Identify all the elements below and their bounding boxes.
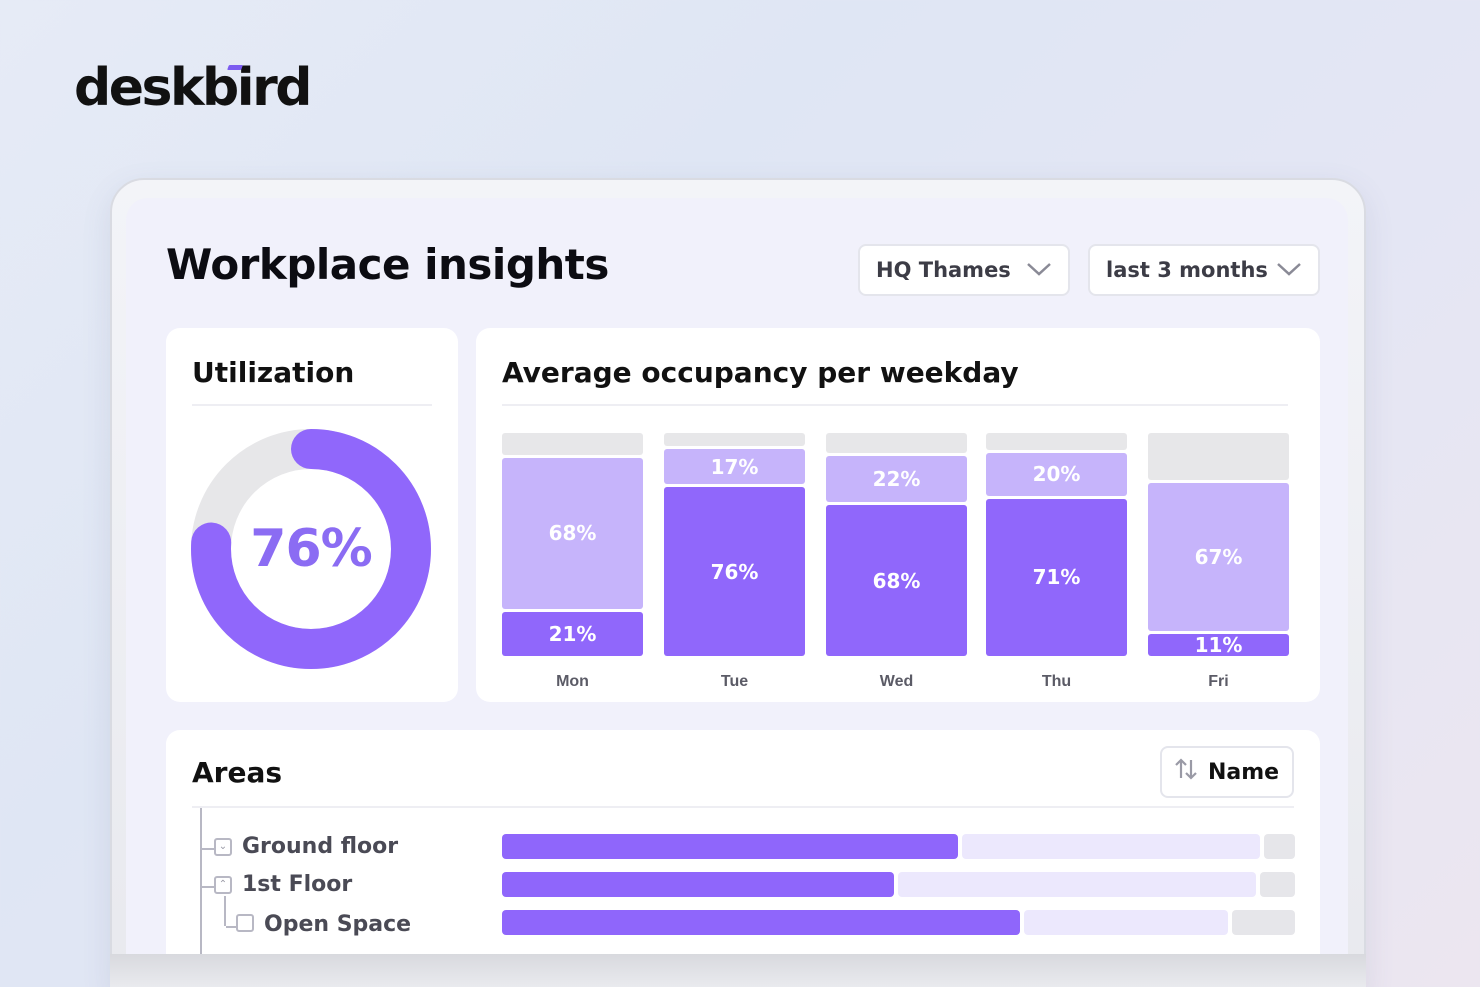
x-axis-tick-label: Mon <box>556 673 589 690</box>
utilization-donut <box>191 429 431 669</box>
app-screen: Workplace insights HQ Thames last 3 mont… <box>126 198 1348 954</box>
tree-connector <box>202 848 214 850</box>
tree-connector <box>224 896 226 926</box>
bar-data-label: 22% <box>872 466 921 491</box>
bar-segment-occupied: 68% <box>826 505 967 656</box>
laptop-bezel-bottom <box>110 954 1366 987</box>
expand-toggle-icon[interactable]: ⌃ <box>214 876 232 894</box>
bar-column-mon: 68% 21% Mon <box>502 433 643 693</box>
bar-data-label: 71% <box>1032 565 1081 590</box>
x-axis-tick-label: Fri <box>1208 673 1229 690</box>
location-dropdown[interactable]: HQ Thames <box>858 244 1070 296</box>
occupancy-title: Average occupancy per weekday <box>502 356 1019 389</box>
area-bar-booked <box>1024 910 1228 935</box>
bar-segment-free <box>986 433 1127 451</box>
area-bar-booked <box>962 834 1260 859</box>
x-axis-tick-label: Thu <box>1041 673 1072 690</box>
deskbird-logo: deskbird <box>74 58 312 118</box>
divider <box>192 404 432 406</box>
utilization-value: 76% <box>250 519 372 579</box>
bar-data-label: 76% <box>710 559 759 584</box>
area-name-1st-floor[interactable]: 1st Floor <box>242 872 353 897</box>
bar-segment-free <box>826 433 967 453</box>
chevron-down-icon <box>1026 258 1052 282</box>
area-bar-free <box>1232 910 1295 935</box>
bar-data-label: 68% <box>548 521 597 546</box>
bar-segment-booked: 67% <box>1148 482 1289 632</box>
bar-column-wed: 22% 68% Wed <box>826 433 967 693</box>
tree-connector <box>226 926 238 928</box>
area-bar-free <box>1264 834 1295 859</box>
area-bar-occupied <box>502 872 894 897</box>
area-name-open-space[interactable]: Open Space <box>264 912 412 937</box>
divider <box>502 404 1288 406</box>
area-bar-booked <box>898 872 1256 897</box>
tree-connector <box>200 808 202 954</box>
occupancy-card: Average occupancy per weekday 68% 21% Mon 1… <box>476 328 1320 702</box>
bar-data-label: 11% <box>1194 633 1243 658</box>
bar-column-fri: 67% 11% Fri <box>1148 433 1289 693</box>
date-range-dropdown-value: last 3 months <box>1106 258 1268 282</box>
bar-segment-booked: 17% <box>664 448 805 485</box>
area-bar-occupied <box>502 910 1020 935</box>
bar-segment-occupied: 21% <box>502 611 643 656</box>
sort-icon <box>1174 756 1198 788</box>
bar-segment-free <box>664 433 805 446</box>
bar-data-label: 20% <box>1032 462 1081 487</box>
bar-segment-free <box>502 433 643 455</box>
areas-card: Areas Name ⌄ Ground floor ⌃ 1st Fl <box>166 730 1320 954</box>
area-bar-free <box>1260 872 1295 897</box>
bar-column-tue: 17% 76% Tue <box>664 433 805 693</box>
bar-data-label: 17% <box>710 454 759 479</box>
sort-by-name-button[interactable]: Name <box>1160 746 1294 798</box>
page-title: Workplace insights <box>166 240 609 289</box>
divider <box>192 806 1294 808</box>
chevron-down-icon <box>1276 258 1302 282</box>
tree-connector <box>202 886 214 888</box>
bar-segment-occupied: 11% <box>1148 633 1289 658</box>
logo-accent-mark <box>227 65 243 70</box>
area-bar-occupied <box>502 834 958 859</box>
bar-segment-occupied: 76% <box>664 487 805 656</box>
x-axis-tick-label: Wed <box>879 673 914 690</box>
bar-column-thu: 20% 71% Thu <box>986 433 1127 693</box>
bar-segment-booked: 68% <box>502 457 643 609</box>
checkbox-icon[interactable] <box>236 914 254 932</box>
date-range-dropdown[interactable]: last 3 months <box>1088 244 1320 296</box>
bar-data-label: 67% <box>1194 544 1243 569</box>
bar-segment-occupied: 71% <box>986 498 1127 656</box>
bar-data-label: 21% <box>548 621 597 646</box>
bar-segment-free <box>1148 433 1289 480</box>
area-name-ground-floor[interactable]: Ground floor <box>242 834 399 859</box>
utilization-title: Utilization <box>192 356 355 389</box>
collapse-toggle-icon[interactable]: ⌄ <box>214 838 232 856</box>
x-axis-tick-label: Tue <box>720 673 749 690</box>
areas-title: Areas <box>192 756 283 789</box>
utilization-card: Utilization 76% <box>166 328 458 702</box>
bar-segment-booked: 22% <box>826 455 967 503</box>
bar-segment-booked: 20% <box>986 453 1127 496</box>
bar-data-label: 68% <box>872 568 921 593</box>
sort-button-label: Name <box>1208 759 1280 785</box>
location-dropdown-value: HQ Thames <box>876 258 1011 282</box>
